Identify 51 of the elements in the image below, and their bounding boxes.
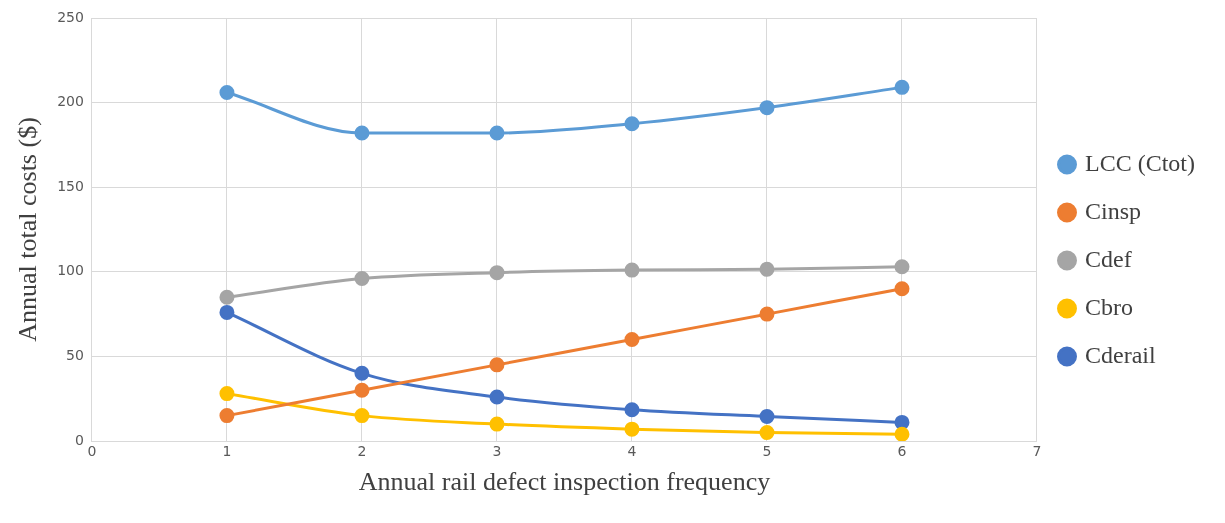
point (219, 386, 235, 402)
point (354, 365, 370, 381)
point (219, 304, 235, 320)
point (624, 262, 640, 278)
point (489, 265, 505, 281)
point (759, 261, 775, 277)
point (759, 100, 775, 116)
point (354, 408, 370, 424)
point (354, 271, 370, 287)
point (489, 357, 505, 373)
point (354, 125, 370, 141)
x-tick-label: 3 (492, 443, 502, 460)
x-tick-label: 7 (1032, 443, 1042, 460)
x-tick-label: 4 (627, 443, 637, 460)
x-tick-label: 1 (222, 443, 232, 460)
point (489, 416, 505, 432)
y-tick-label: 50 (66, 347, 84, 364)
point (894, 414, 910, 430)
y-axis-title: Annual total costs ($) (13, 117, 43, 342)
point (219, 289, 235, 305)
point (894, 259, 910, 275)
legend-label: Cdef (1085, 245, 1132, 272)
point (489, 125, 505, 141)
y-tick-label: 250 (57, 8, 84, 25)
point (624, 116, 640, 132)
x-tick-label: 5 (762, 443, 772, 460)
point (489, 389, 505, 405)
x-tick-label: 0 (87, 443, 97, 460)
point (624, 402, 640, 418)
legend-label: LCC (Ctot) (1085, 149, 1196, 176)
legend-label: Cinsp (1085, 197, 1142, 224)
x-tick-label: 2 (357, 443, 367, 460)
point (894, 79, 910, 95)
legend-label: Cbro (1085, 293, 1133, 320)
y-tick-label: 0 (75, 431, 84, 448)
y-tick-label: 150 (57, 177, 84, 194)
legend-label: Cderail (1085, 341, 1156, 368)
point (759, 306, 775, 322)
point (759, 408, 775, 424)
x-tick-label: 6 (897, 443, 907, 460)
y-tick-label: 100 (57, 262, 84, 279)
point (894, 281, 910, 297)
point (759, 425, 775, 441)
x-axis-title: Annual rail defect inspection frequency (358, 467, 771, 497)
point (624, 421, 640, 437)
point (354, 382, 370, 398)
point (894, 426, 910, 441)
point (219, 408, 235, 424)
y-tick-label: 200 (57, 93, 84, 110)
point (624, 331, 640, 347)
point (219, 84, 235, 100)
